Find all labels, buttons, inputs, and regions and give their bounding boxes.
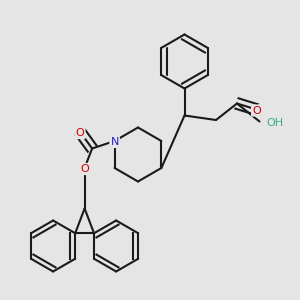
Text: OH: OH [266,118,283,128]
Text: N: N [110,137,119,147]
Text: O: O [80,164,89,174]
Text: O: O [252,106,261,116]
Text: O: O [76,128,85,138]
